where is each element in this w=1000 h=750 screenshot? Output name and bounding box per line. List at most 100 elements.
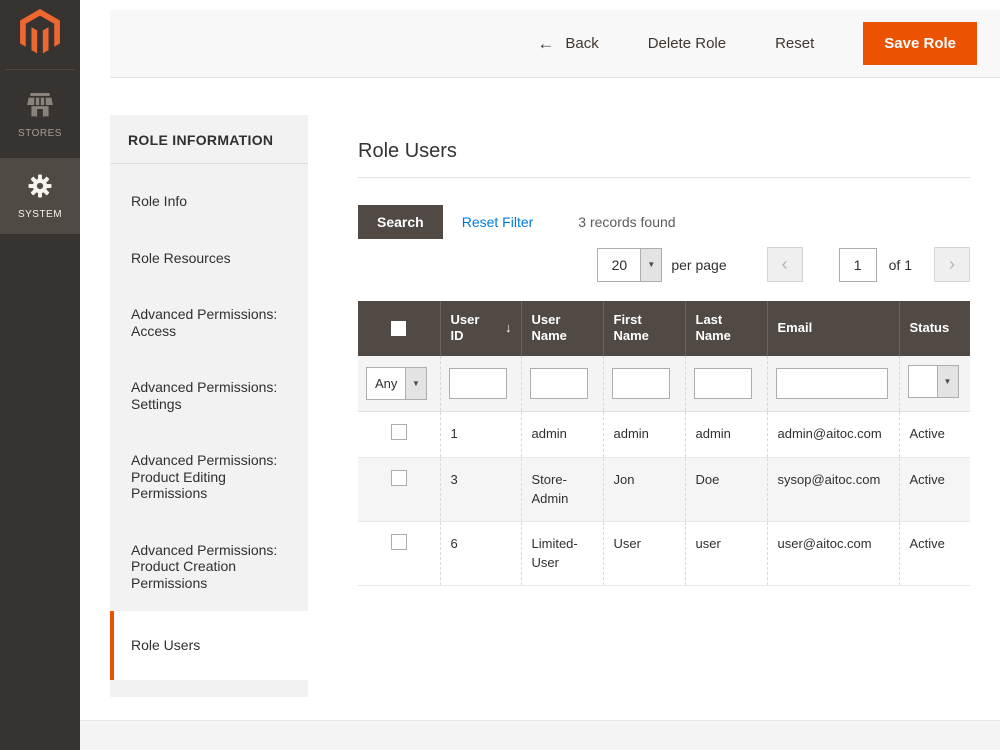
per-page-select[interactable]: 20 ▼ [597, 248, 662, 282]
table-row: 1 admin admin admin admin@aitoc.com Acti… [358, 411, 970, 458]
grid-controls: Search Reset Filter 3 records found [358, 205, 970, 239]
row-checkbox[interactable] [391, 534, 407, 550]
reset-filter-link[interactable]: Reset Filter [462, 214, 534, 230]
back-label: Back [565, 35, 598, 52]
delete-role-label: Delete Role [648, 35, 726, 52]
main-content: Role Users Search Reset Filter 3 records… [358, 130, 970, 586]
previous-page-button[interactable]: ‹ [767, 247, 803, 282]
user-id-cell: 3 [440, 458, 521, 522]
nav-item-product-editing[interactable]: Advanced Permissions: Product Editing Pe… [110, 432, 308, 522]
sidebar-divider [5, 69, 75, 70]
user-name-cell: Limited-User [521, 522, 603, 586]
reset-button[interactable]: Reset [775, 35, 814, 52]
user-id-cell: 1 [440, 411, 521, 458]
admin-sidebar: STORES SYSTEM [0, 0, 80, 750]
page-actions-bar: ← Back Delete Role Reset Save Role [110, 10, 1000, 78]
sidebar-item-system[interactable]: SYSTEM [0, 158, 80, 234]
reset-label: Reset [775, 35, 814, 52]
any-value: Any [367, 368, 405, 399]
table-row: 6 Limited-User User user user@aitoc.com … [358, 522, 970, 586]
current-page-input[interactable] [839, 248, 877, 282]
role-information-title: ROLE INFORMATION [110, 115, 308, 164]
user-name-filter-input[interactable] [530, 368, 588, 399]
filter-last-name-cell [685, 356, 767, 412]
search-button[interactable]: Search [358, 205, 443, 239]
total-pages-label: of 1 [889, 257, 912, 273]
first-name-filter-input[interactable] [612, 368, 670, 399]
per-page-value: 20 [598, 249, 640, 281]
user-id-cell: 6 [440, 522, 521, 586]
user-name-cell: Store-Admin [521, 458, 603, 522]
first-name-cell: admin [603, 411, 685, 458]
last-name-filter-input[interactable] [694, 368, 752, 399]
select-all-filter[interactable]: Any ▼ [366, 367, 427, 400]
filter-status-cell: ▼ [899, 356, 970, 412]
first-name-cell: Jon [603, 458, 685, 522]
page-footer [80, 720, 1000, 750]
filter-email-cell [767, 356, 899, 412]
magento-logo[interactable] [0, 0, 80, 69]
last-name-cell: admin [685, 411, 767, 458]
email-cell: admin@aitoc.com [767, 411, 899, 458]
user-id-filter-input[interactable] [449, 368, 507, 399]
row-checkbox[interactable] [391, 424, 407, 440]
magento-logo-icon [17, 9, 63, 60]
sidebar-item-label: STORES [18, 128, 62, 139]
nav-item-role-info[interactable]: Role Info [110, 173, 308, 230]
column-header-last-name[interactable]: Last Name [685, 301, 767, 356]
nav-item-advanced-access[interactable]: Advanced Permissions: Access [110, 286, 308, 359]
grid-filter-row: Any ▼ [358, 356, 970, 412]
header-select-all-cell [358, 301, 440, 356]
caret-down-icon: ▼ [937, 366, 958, 397]
nav-item-product-creation[interactable]: Advanced Permissions: Product Creation P… [110, 522, 308, 612]
role-information-panel: ROLE INFORMATION Role Info Role Resource… [110, 115, 308, 697]
sidebar-item-stores[interactable]: STORES [0, 80, 80, 150]
pagination-bar: 20 ▼ per page ‹ of 1 › [358, 247, 970, 282]
first-name-cell: User [603, 522, 685, 586]
records-found-text: 3 records found [578, 214, 675, 230]
column-header-email[interactable]: Email [767, 301, 899, 356]
filter-first-name-cell [603, 356, 685, 412]
back-arrow-icon: ← [537, 35, 554, 52]
row-checkbox[interactable] [391, 470, 407, 486]
nav-item-role-resources[interactable]: Role Resources [110, 230, 308, 287]
last-name-cell: user [685, 522, 767, 586]
title-divider [358, 177, 970, 178]
column-header-first-name[interactable]: First Name [603, 301, 685, 356]
caret-down-icon: ▼ [405, 368, 426, 399]
chevron-left-icon: ‹ [782, 254, 788, 275]
email-cell: user@aitoc.com [767, 522, 899, 586]
email-filter-input[interactable] [776, 368, 888, 399]
per-page-label: per page [671, 257, 726, 273]
gear-icon [28, 174, 52, 203]
filter-user-id-cell [440, 356, 521, 412]
role-nav-list: Role Info Role Resources Advanced Permis… [110, 164, 308, 680]
email-cell: sysop@aitoc.com [767, 458, 899, 522]
user-name-cell: admin [521, 411, 603, 458]
page-title: Role Users [358, 140, 970, 163]
chevron-right-icon: › [949, 254, 955, 275]
column-header-user-id[interactable]: User ID ↓ [440, 301, 521, 356]
table-row: 3 Store-Admin Jon Doe sysop@aitoc.com Ac… [358, 458, 970, 522]
next-page-button[interactable]: › [934, 247, 970, 282]
column-header-status[interactable]: Status [899, 301, 970, 356]
grid-header-row: User ID ↓ User Name First Name Last Name… [358, 301, 970, 356]
last-name-cell: Doe [685, 458, 767, 522]
caret-down-icon: ▼ [640, 249, 661, 281]
sort-descending-icon: ↓ [505, 320, 512, 336]
nav-item-advanced-settings[interactable]: Advanced Permissions: Settings [110, 359, 308, 432]
back-button[interactable]: ← Back [537, 35, 598, 52]
status-cell: Active [899, 522, 970, 586]
sidebar-item-label: SYSTEM [18, 209, 62, 220]
delete-role-button[interactable]: Delete Role [648, 35, 726, 52]
storefront-icon [26, 93, 54, 122]
column-header-user-name[interactable]: User Name [521, 301, 603, 356]
save-role-button[interactable]: Save Role [863, 22, 977, 65]
filter-select-all-cell: Any ▼ [358, 356, 440, 412]
status-cell: Active [899, 411, 970, 458]
nav-item-role-users[interactable]: Role Users [110, 611, 310, 680]
status-filter-select[interactable]: ▼ [908, 365, 959, 398]
select-all-checkbox[interactable] [391, 321, 406, 336]
role-users-grid: User ID ↓ User Name First Name Last Name… [358, 301, 970, 586]
status-cell: Active [899, 458, 970, 522]
